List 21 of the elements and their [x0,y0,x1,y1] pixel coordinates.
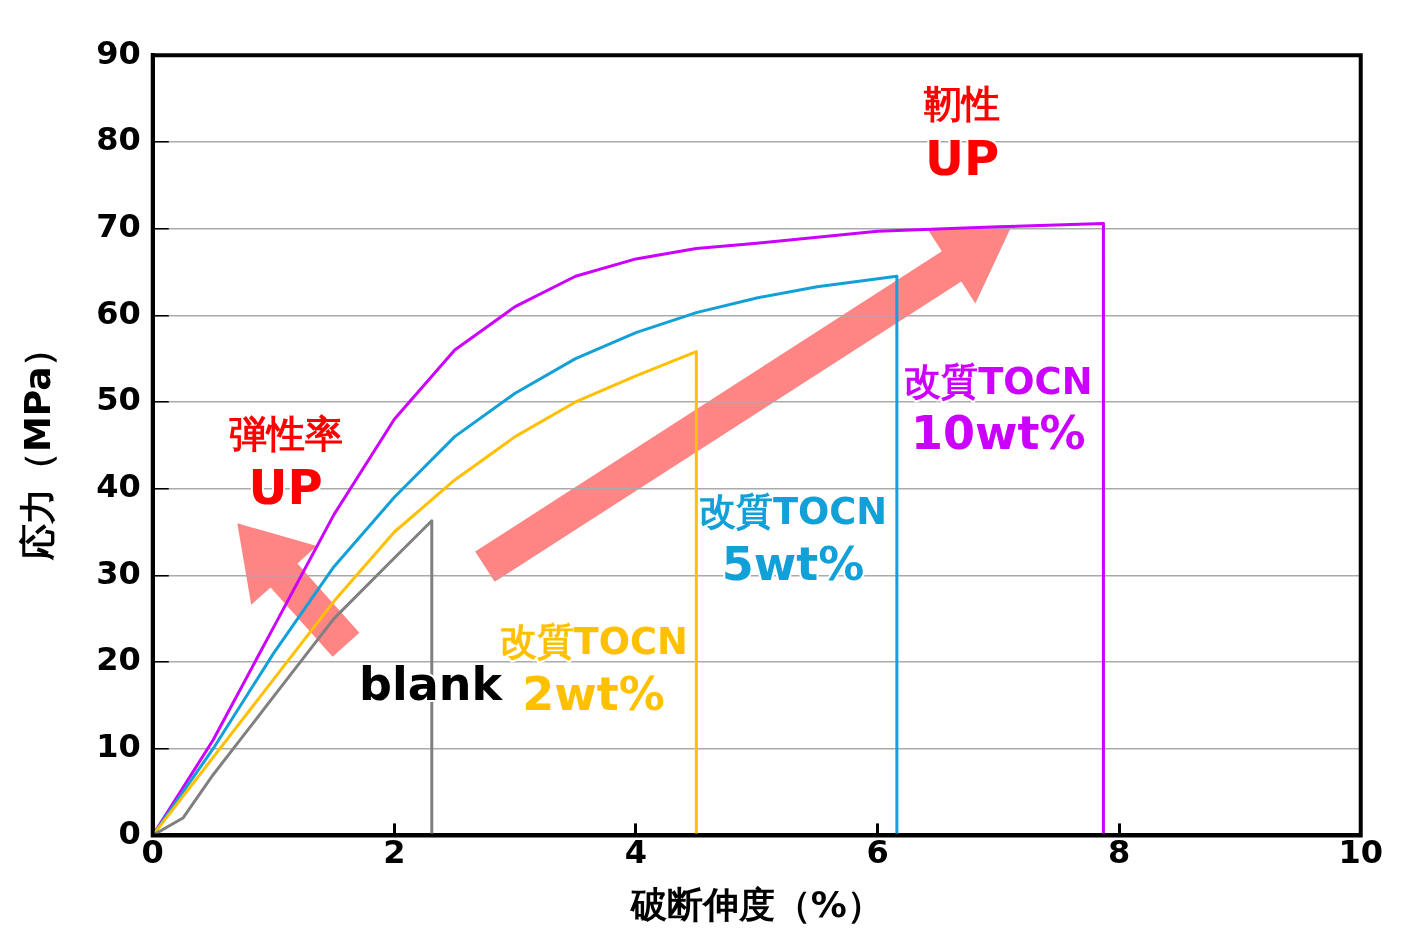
annotation: 弾性率 UP [228,410,343,516]
x-axis-title: 破断伸度（%） [628,883,883,925]
y-tick-label: 90 [96,33,141,72]
x-tick-label: 6 [866,832,889,871]
series-label: 改質TOCN 5wt% [698,490,888,591]
y-tick-label: 10 [96,727,141,766]
y-tick-label: 80 [96,120,141,159]
annotation: 靭性 UP [923,81,1001,186]
series-label: blank [359,656,504,711]
y-axis-title: 応力（MPa） [16,330,58,562]
y-tick-label: 40 [96,466,141,505]
y-tick-label: 50 [96,380,141,419]
x-tick-label: 4 [624,832,648,871]
y-tick-label: 60 [96,293,141,332]
y-tick-label: 20 [96,640,141,679]
x-tick-label: 2 [383,832,406,871]
x-tick-label: 10 [1338,832,1383,871]
y-tick-label: 30 [96,553,141,592]
series-label: 改質TOCN 10wt% [904,360,1093,461]
y-tick-label: 70 [96,206,141,245]
x-tick-label: 8 [1108,832,1131,871]
